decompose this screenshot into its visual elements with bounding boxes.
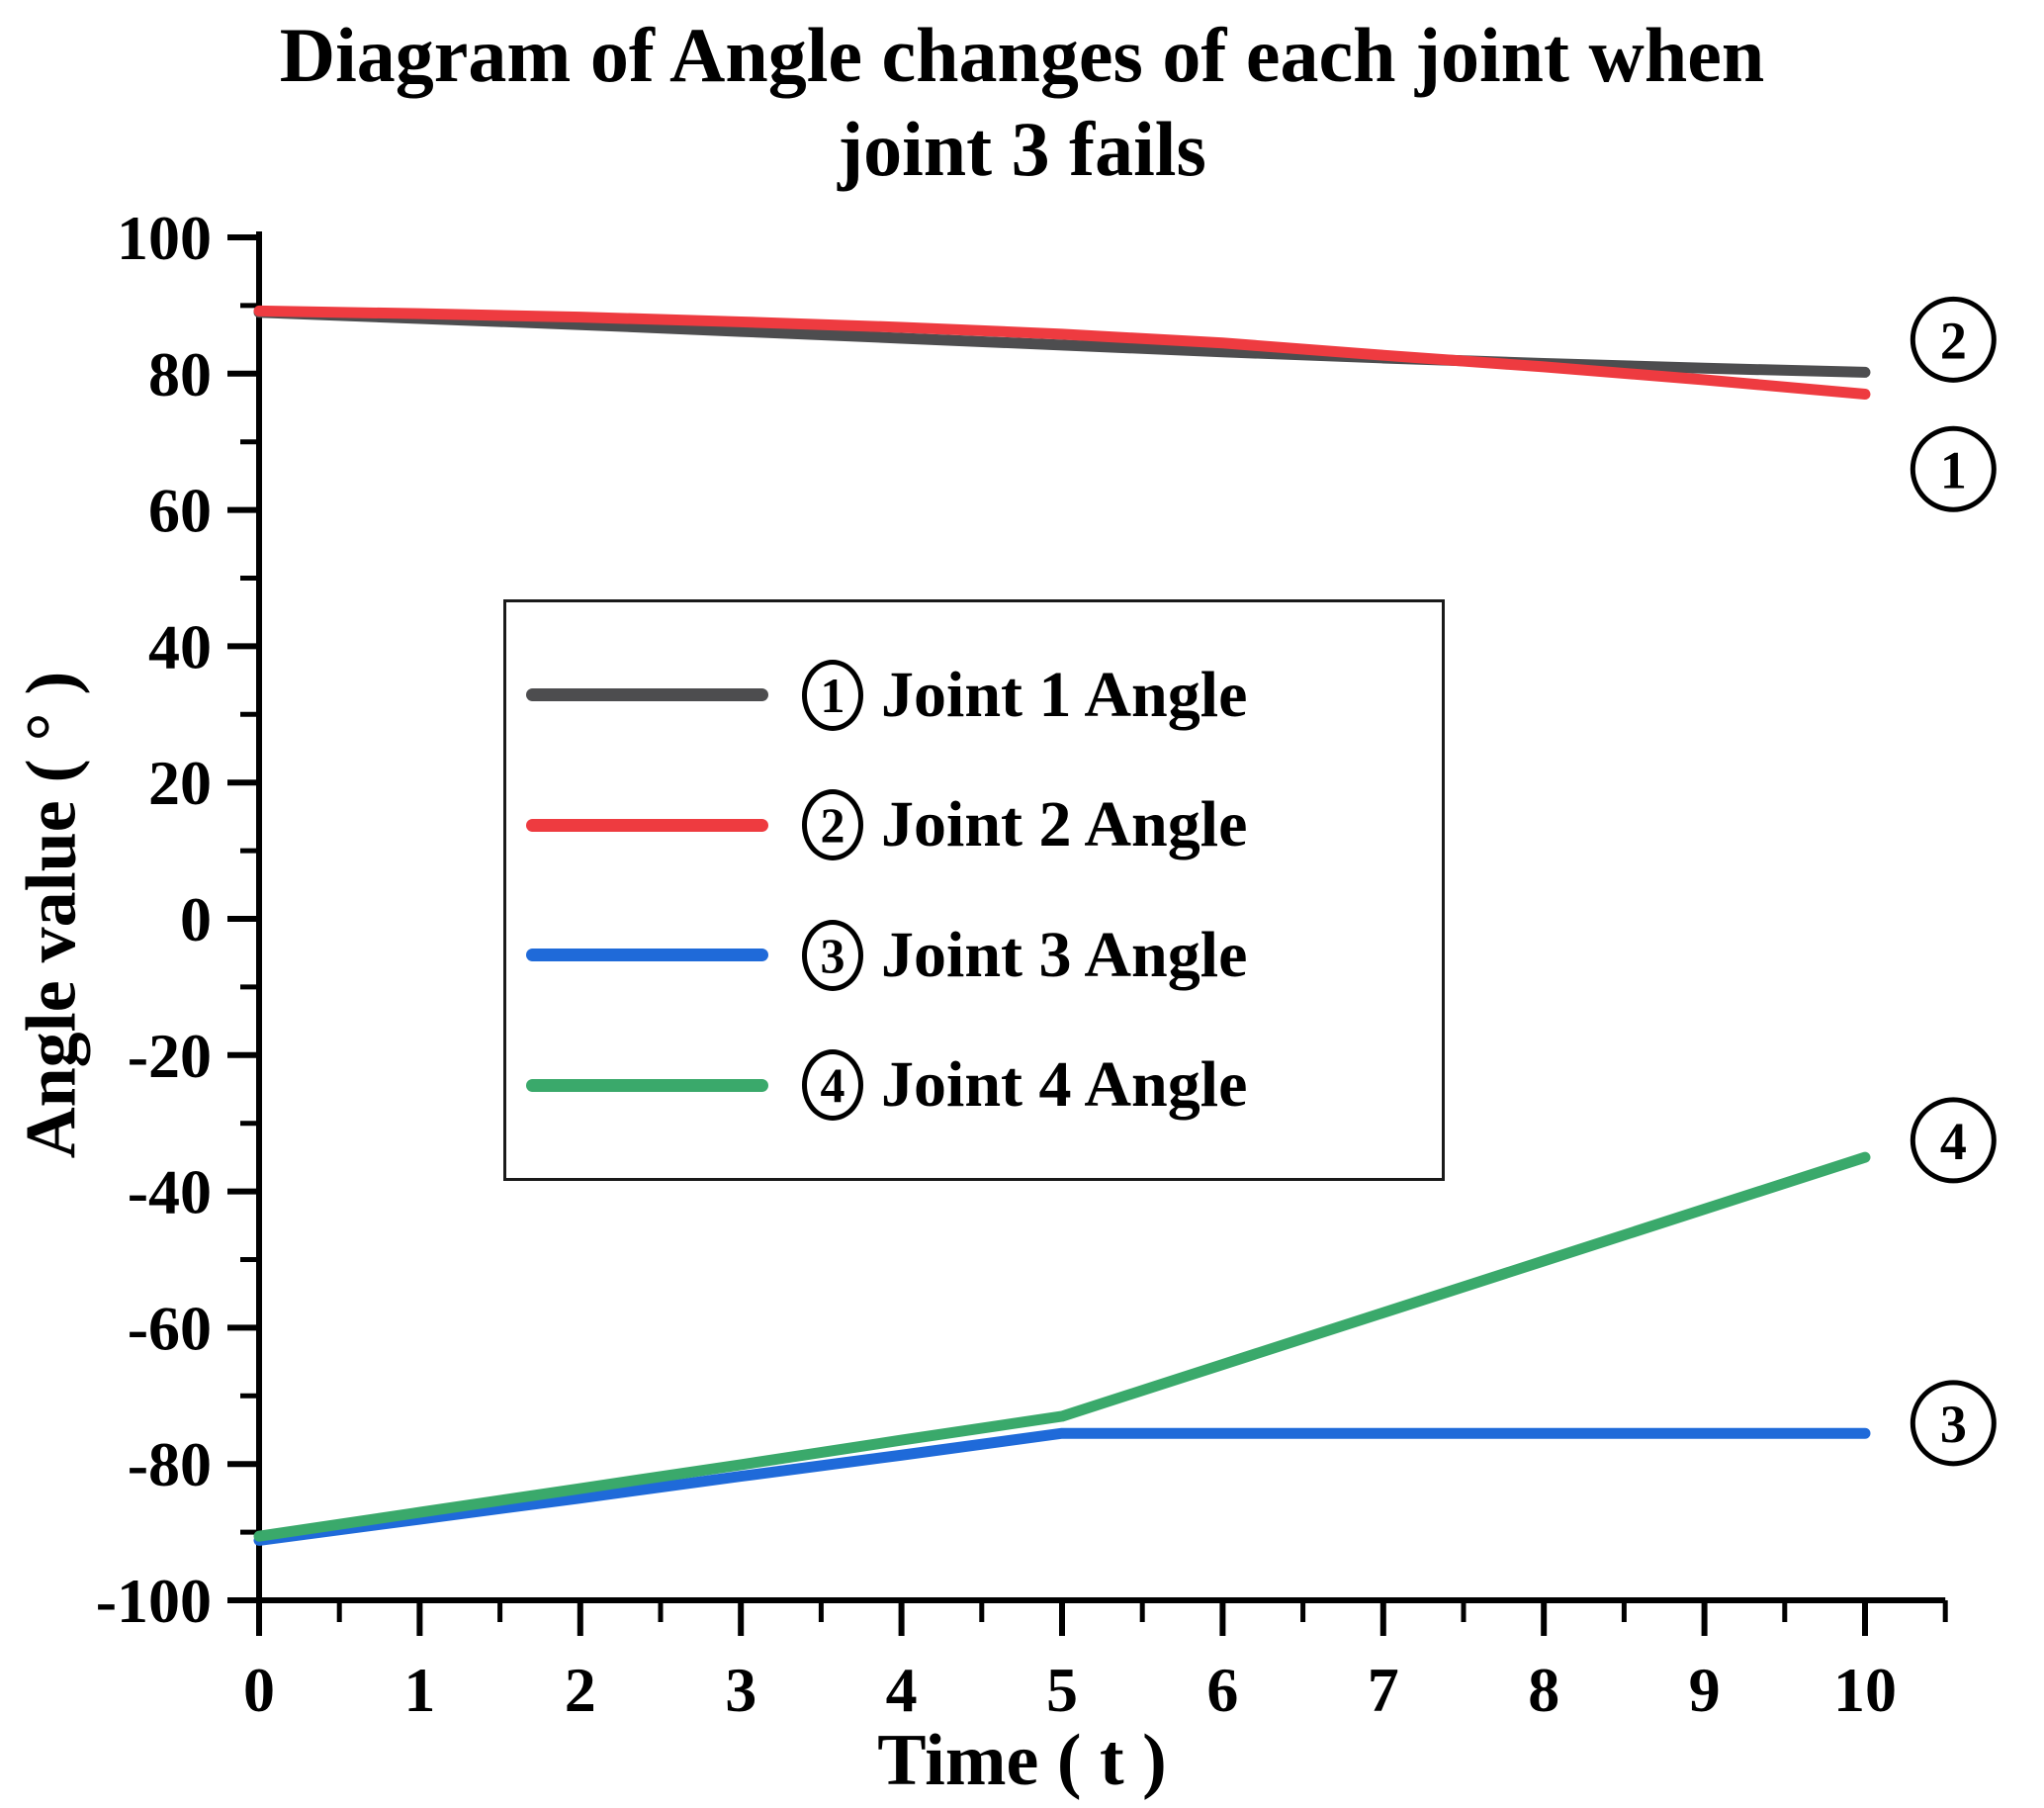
annotation-circle-2 — [1910, 296, 1997, 383]
annotation-number-3: 3 — [1940, 1395, 1967, 1454]
annotation-circle-3 — [1910, 1380, 1997, 1467]
x-tick-label: 9 — [1689, 1655, 1721, 1725]
annotation-circle-4 — [1910, 1097, 1997, 1184]
x-tick-label: 2 — [565, 1655, 596, 1725]
y-tick-label: -20 — [128, 1021, 212, 1091]
legend-item-joint-4: 4 Joint 4 Angle — [526, 1047, 1432, 1123]
x-tick-label: 4 — [886, 1655, 918, 1725]
x-tick-label: 1 — [403, 1655, 435, 1725]
x-tick-label: 6 — [1206, 1655, 1238, 1725]
series-line-joint-1 — [253, 307, 1871, 378]
x-tick-label: 3 — [725, 1655, 756, 1725]
legend-item-joint-2: 2 Joint 2 Angle — [526, 787, 1432, 862]
legend-label-joint-2: Joint 2 Angle — [881, 788, 1248, 861]
y-tick-label: -100 — [96, 1566, 212, 1636]
circled-number-3: 3 — [802, 919, 863, 991]
y-tick-label: -40 — [128, 1157, 212, 1227]
legend-label-joint-1: Joint 1 Angle — [881, 658, 1248, 731]
legend-label-joint-3: Joint 3 Angle — [881, 918, 1248, 991]
x-tick-label: 5 — [1046, 1655, 1078, 1725]
chart-title-line1: Diagram of Angle changes of each joint w… — [279, 12, 1765, 98]
x-tick-label: 0 — [243, 1655, 275, 1725]
x-tick-label: 7 — [1368, 1655, 1399, 1725]
y-tick-label: 60 — [148, 476, 212, 546]
series-line-joint-4 — [253, 1151, 1871, 1542]
circled-number-4: 4 — [802, 1049, 863, 1122]
chart-title: Diagram of Angle changes of each joint w… — [0, 8, 2044, 196]
legend-line-swatch-joint-2 — [526, 818, 768, 832]
annotation-number-2: 2 — [1940, 311, 1967, 370]
circled-number-1: 1 — [802, 659, 863, 731]
legend-label-joint-4: Joint 4 Angle — [881, 1048, 1248, 1122]
series-line-joint-3 — [253, 1427, 1871, 1546]
annotation-number-1: 1 — [1940, 440, 1967, 499]
y-tick-label: 100 — [117, 203, 212, 273]
y-tick-label: 80 — [148, 339, 212, 409]
y-axis-label: Angle value ( ° ) — [11, 671, 91, 1159]
circled-number-2: 2 — [802, 789, 863, 861]
legend-line-swatch-joint-3 — [526, 949, 768, 962]
annotation-number-4: 4 — [1940, 1112, 1967, 1171]
legend-line-swatch-joint-1 — [526, 688, 768, 702]
y-tick-label: -80 — [128, 1429, 212, 1499]
legend-line-swatch-joint-4 — [526, 1078, 768, 1092]
y-tick-label: 0 — [180, 884, 212, 954]
legend-box: 1 Joint 1 Angle 2 Joint 2 Angle 3 Joint … — [503, 599, 1445, 1181]
y-tick-label: 20 — [148, 748, 212, 818]
y-tick-label: -60 — [128, 1293, 212, 1363]
x-tick-label: 8 — [1528, 1655, 1559, 1725]
legend-item-joint-3: 3 Joint 3 Angle — [526, 918, 1432, 993]
x-tick-label: 10 — [1833, 1655, 1897, 1725]
y-tick-label: 40 — [148, 611, 212, 681]
chart-title-line2: joint 3 fails — [838, 106, 1206, 193]
series-line-joint-2 — [253, 305, 1871, 400]
annotation-circle-1 — [1910, 425, 1997, 512]
legend-item-joint-1: 1 Joint 1 Angle — [526, 658, 1432, 733]
x-axis-label: Time ( t ) — [877, 1720, 1167, 1801]
